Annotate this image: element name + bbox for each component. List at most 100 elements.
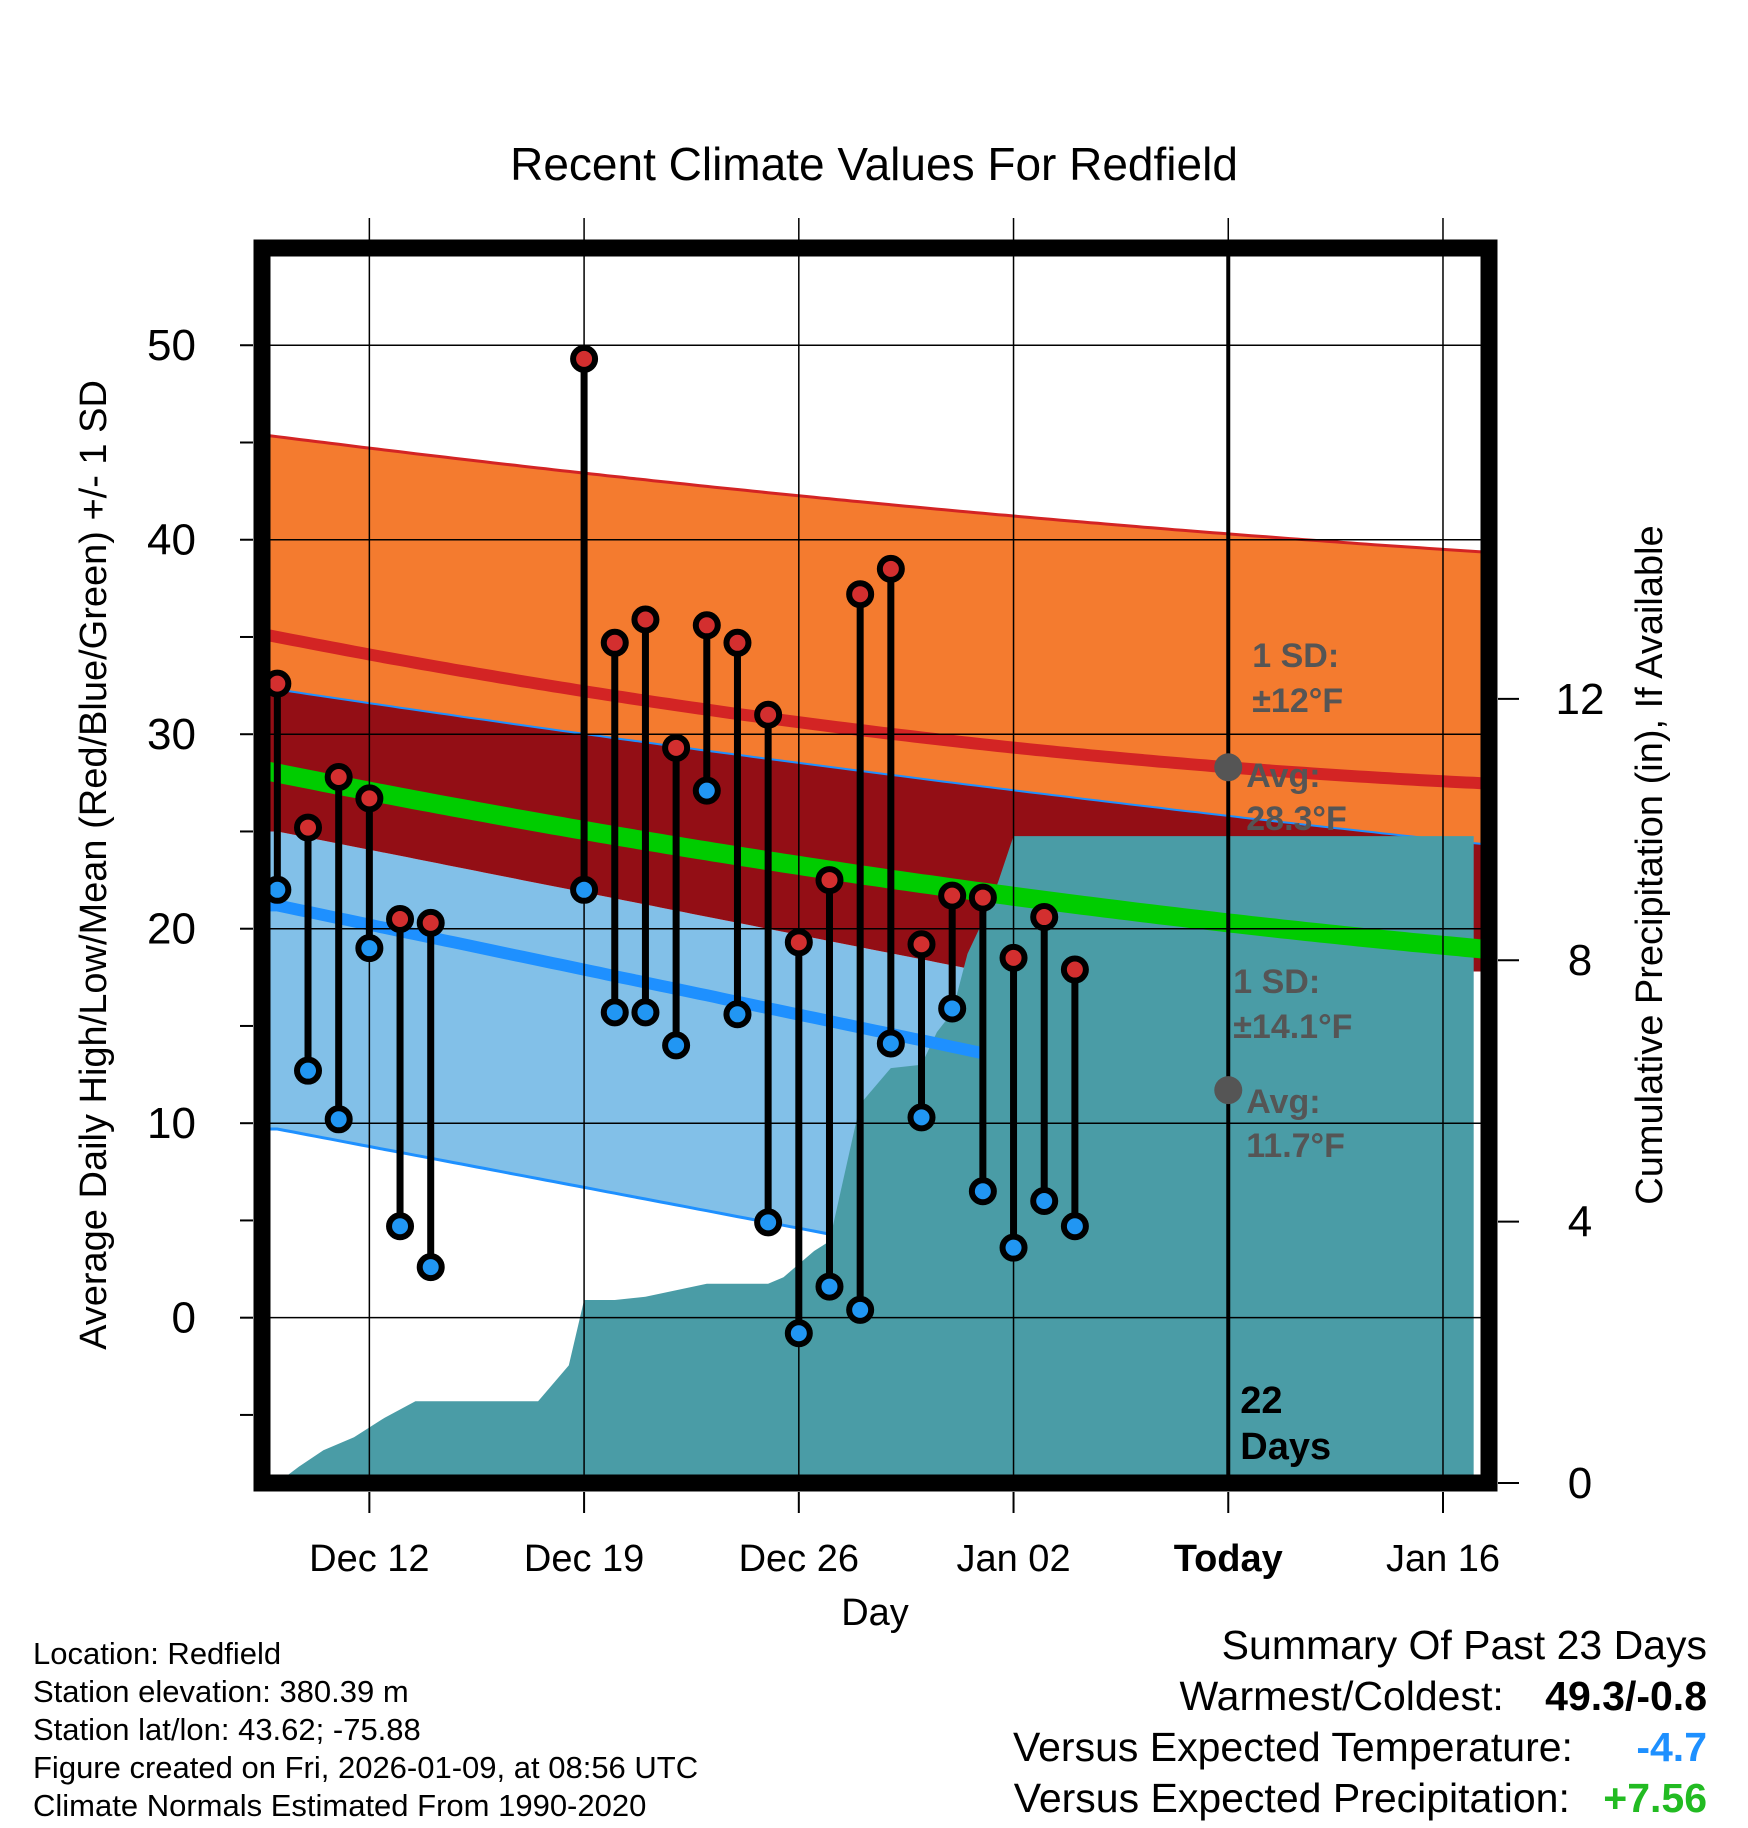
obs-high-point bbox=[386, 904, 415, 933]
obs-low-point bbox=[692, 776, 721, 805]
temp-anomaly-value: -4.7 bbox=[1636, 1724, 1707, 1770]
obs-high-point bbox=[692, 611, 721, 640]
obs-low-point bbox=[1060, 1212, 1089, 1241]
y-tick-label: 10 bbox=[147, 1099, 196, 1148]
x-tick-label: Dec 26 bbox=[739, 1538, 859, 1580]
created-text: Figure created on Fri, 2026-01-09, at 08… bbox=[33, 1750, 699, 1785]
obs-low-point bbox=[355, 934, 384, 963]
high-avg-value: 28.3°F bbox=[1246, 800, 1347, 838]
precip-anomaly-value: +7.56 bbox=[1603, 1775, 1707, 1821]
obs-low-point bbox=[846, 1295, 875, 1324]
chart-title: Recent Climate Values For Redfield bbox=[510, 138, 1238, 190]
station-info: Location: Redfield Station elevation: 38… bbox=[33, 1635, 698, 1825]
obs-low-point bbox=[324, 1105, 353, 1134]
obs-low-point bbox=[294, 1056, 323, 1085]
high-normal-line bbox=[262, 628, 1489, 790]
y-tick-label: 0 bbox=[172, 1294, 196, 1343]
y-tick-label: 40 bbox=[147, 516, 196, 565]
obs-high-point bbox=[846, 580, 875, 609]
low-sd-value: ±14.1°F bbox=[1233, 1008, 1352, 1046]
obs-low-point bbox=[723, 1000, 752, 1029]
high-avg-label: Avg: bbox=[1246, 757, 1320, 795]
y-tick-label: 20 bbox=[147, 905, 196, 954]
obs-high-point bbox=[815, 866, 844, 895]
low-sd-label: 1 SD: bbox=[1233, 963, 1320, 1001]
location-text: Location: Redfield bbox=[33, 1636, 282, 1671]
x-tick-label: Jan 02 bbox=[956, 1538, 1070, 1580]
obs-high-point bbox=[416, 908, 445, 937]
obs-low-point bbox=[416, 1253, 445, 1282]
obs-high-point bbox=[938, 881, 967, 910]
precip-anomaly-row: Versus Expected Precipitation: +7.56 bbox=[1013, 1773, 1707, 1824]
high-sd-label: 1 SD: bbox=[1252, 637, 1339, 675]
y-tick-label: 30 bbox=[147, 710, 196, 759]
obs-low-point bbox=[968, 1177, 997, 1206]
y-right-tick-label: 0 bbox=[1568, 1459, 1592, 1508]
precip-area bbox=[277, 836, 1474, 1483]
obs-low-point bbox=[999, 1233, 1028, 1262]
obs-high-point bbox=[754, 700, 783, 729]
obs-low-point bbox=[784, 1319, 813, 1348]
observations bbox=[263, 344, 1089, 1348]
today-days-count: 22 bbox=[1240, 1380, 1282, 1422]
obs-high-point bbox=[600, 628, 629, 657]
high-upper-line bbox=[262, 433, 1489, 554]
temp-anomaly-label: Versus Expected Temperature: bbox=[1013, 1724, 1573, 1770]
y-axis-label-right: Cumulative Precipitation (in), If Availa… bbox=[1629, 525, 1671, 1204]
obs-low-point bbox=[600, 998, 629, 1027]
obs-high-point bbox=[784, 928, 813, 957]
summary-title: Summary Of Past 23 Days bbox=[1221, 1622, 1707, 1668]
x-tick-label: Dec 19 bbox=[524, 1538, 644, 1580]
obs-high-point bbox=[631, 605, 660, 634]
obs-high-point bbox=[1030, 903, 1059, 932]
annotations: 1 SD: ±12°F Avg: 28.3°F 1 SD: ±14.1°F Avg: 11.7… bbox=[1214, 637, 1352, 1165]
y-axis-label-left: Average Daily High/Low/Mean (Red/Blue/Gr… bbox=[73, 380, 115, 1350]
axis-ticks: Dec 12 Dec 19 Dec 26 Jan 02 Today Jan 16 0 10 20… bbox=[147, 321, 1604, 1580]
obs-high-point bbox=[968, 883, 997, 912]
high-sd-value: ±12°F bbox=[1252, 682, 1343, 720]
y-right-tick-label: 8 bbox=[1568, 936, 1592, 985]
obs-low-point bbox=[876, 1029, 905, 1058]
obs-high-point bbox=[570, 344, 599, 373]
high-avg-dot bbox=[1214, 753, 1243, 782]
warmest-coldest-label: Warmest/Coldest: bbox=[1179, 1673, 1504, 1719]
high-sd-band bbox=[262, 434, 1489, 845]
x-tick-label: Dec 12 bbox=[309, 1538, 429, 1580]
obs-low-point bbox=[570, 875, 599, 904]
y-tick-label: 50 bbox=[147, 321, 196, 370]
today-days-label: Days bbox=[1240, 1426, 1331, 1468]
obs-high-point bbox=[999, 943, 1028, 972]
high-lower-line bbox=[262, 686, 1489, 846]
obs-high-point bbox=[723, 628, 752, 657]
temp-anomaly-row: Versus Expected Temperature: -4.7 bbox=[1013, 1722, 1707, 1773]
obs-high-point bbox=[324, 763, 353, 792]
y-right-tick-label: 4 bbox=[1568, 1198, 1592, 1247]
x-tick-label: Today bbox=[1174, 1538, 1283, 1580]
obs-low-point bbox=[754, 1208, 783, 1237]
y-right-tick-label: 12 bbox=[1556, 675, 1605, 724]
warmest-coldest-value: 49.3/-0.8 bbox=[1545, 1673, 1707, 1719]
obs-high-point bbox=[662, 733, 691, 762]
latlon-text: Station lat/lon: 43.62; -75.88 bbox=[33, 1712, 421, 1747]
plot-frame bbox=[253, 239, 1498, 1492]
obs-low-point bbox=[386, 1212, 415, 1241]
obs-low-point bbox=[907, 1103, 936, 1132]
warmest-coldest-row: Warmest/Coldest: 49.3/-0.8 bbox=[1013, 1671, 1707, 1722]
low-avg-dot bbox=[1214, 1076, 1243, 1105]
obs-high-point bbox=[1060, 955, 1089, 984]
obs-low-point bbox=[1030, 1186, 1059, 1215]
obs-high-point bbox=[355, 784, 384, 813]
precip-anomaly-label: Versus Expected Precipitation: bbox=[1013, 1775, 1570, 1821]
normals-text: Climate Normals Estimated From 1990-2020 bbox=[33, 1788, 647, 1823]
elevation-text: Station elevation: 380.39 m bbox=[33, 1674, 409, 1709]
obs-low-point bbox=[815, 1272, 844, 1301]
low-avg-value: 11.7°F bbox=[1246, 1127, 1345, 1165]
obs-high-point bbox=[294, 813, 323, 842]
obs-high-point bbox=[876, 554, 905, 583]
obs-high-point bbox=[907, 930, 936, 959]
x-axis-label: Day bbox=[841, 1592, 909, 1634]
x-tick-label: Jan 16 bbox=[1386, 1538, 1500, 1580]
obs-low-point bbox=[631, 998, 660, 1027]
